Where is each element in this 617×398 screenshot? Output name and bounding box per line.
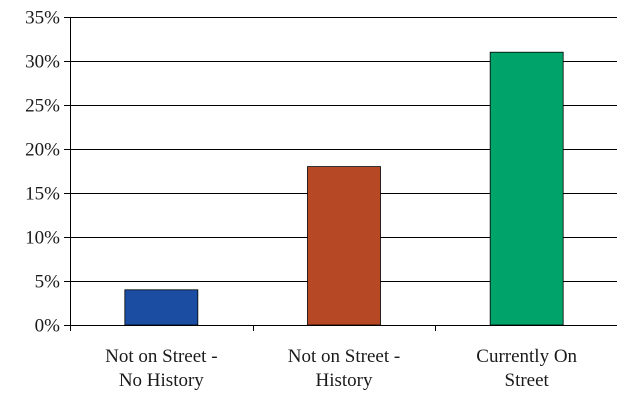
bars [124,51,564,326]
x-category-label: Not on Street - History [288,346,400,391]
y-tick-label: 15% [25,184,60,205]
x-category-label-line: No History [119,370,204,391]
y-tick-labels: 0% 5% 10% 15% 20% 25% 30% 35% [25,8,60,337]
x-category-label: Currently On Street [476,346,577,391]
x-category-label: Not on Street - No History [105,346,217,391]
x-category-label-line: Not on Street - [105,346,217,367]
bar [307,166,381,326]
y-tick-label: 35% [25,8,60,29]
x-category-label-line: History [316,370,374,391]
y-tick-label: 10% [25,228,60,249]
y-tick-label: 5% [35,272,61,293]
x-category-label-line: Currently On [476,346,577,367]
axes [64,17,617,331]
y-tick-label: 25% [25,96,60,117]
y-tick-label: 0% [35,316,61,337]
bar [124,289,199,326]
bar [489,51,564,326]
x-category-label-line: Not on Street - [288,346,400,367]
y-tick-label: 20% [25,140,60,161]
y-tick-label: 30% [25,52,60,73]
x-category-label-line: Street [505,370,550,391]
